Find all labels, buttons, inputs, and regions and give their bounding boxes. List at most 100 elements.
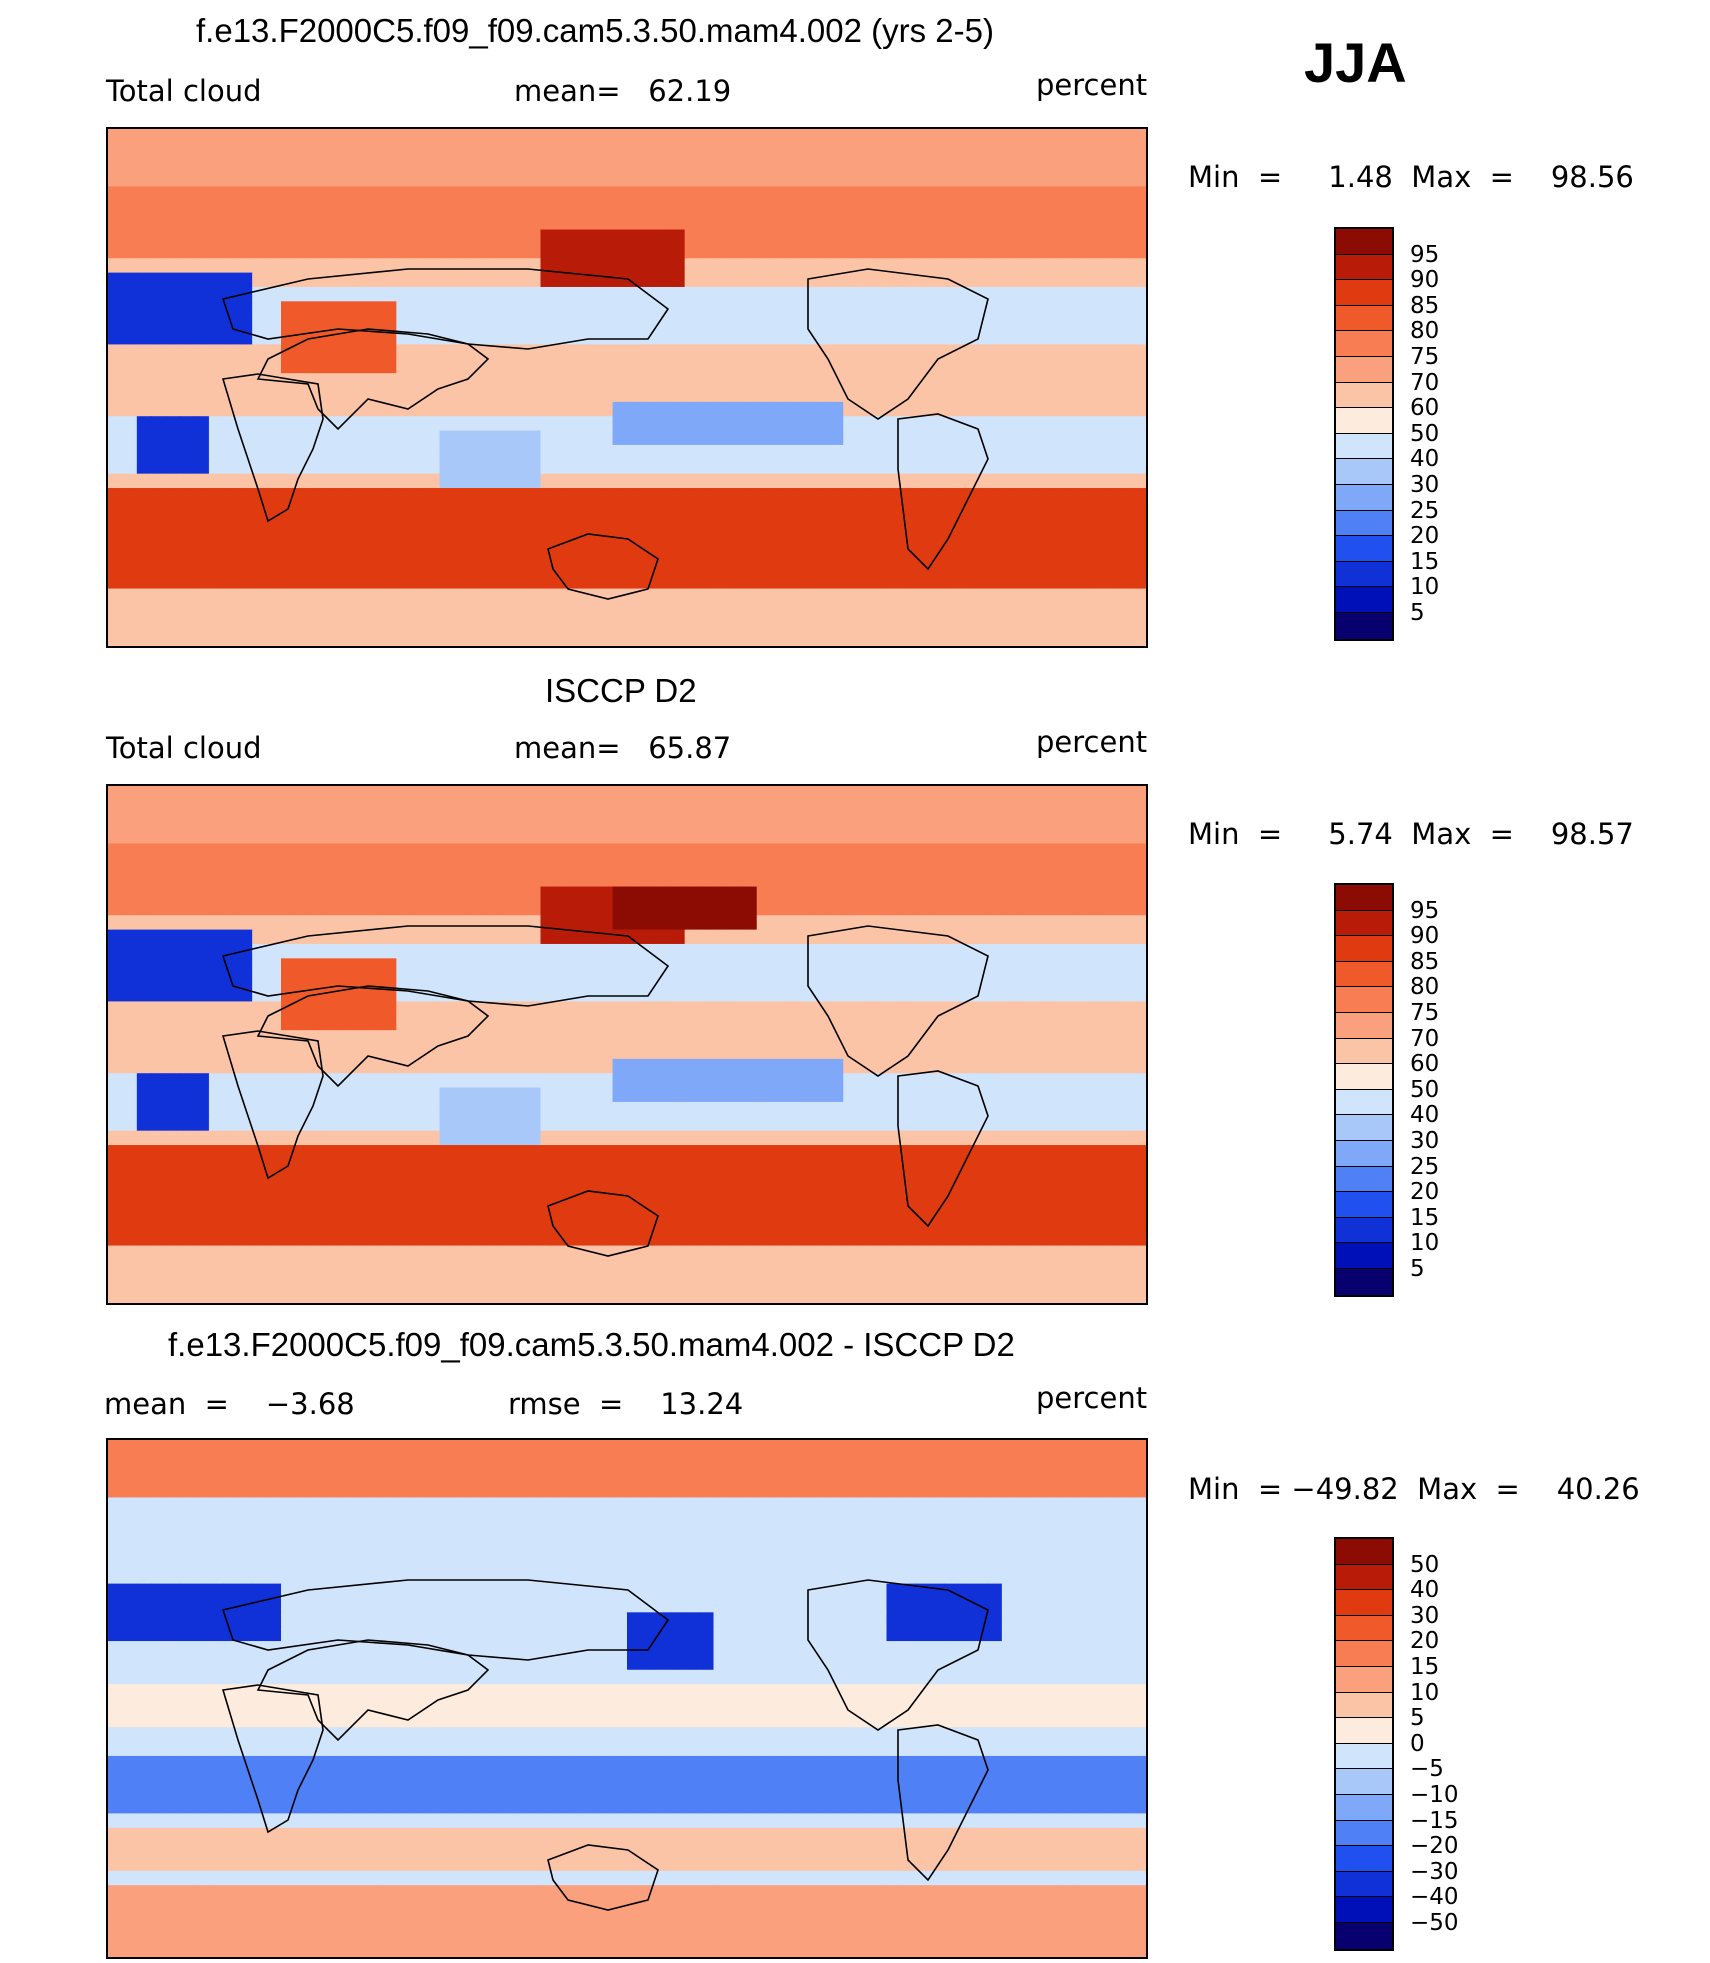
field-cell <box>439 516 455 532</box>
field-cell <box>929 459 945 475</box>
field-cell <box>338 157 354 173</box>
field-cell <box>684 272 700 288</box>
panel-1-variable-label: Total cloud <box>106 74 262 108</box>
field-cell <box>958 559 974 575</box>
field-cell <box>814 915 830 931</box>
field-cell <box>1117 516 1133 532</box>
field-cell <box>929 915 945 931</box>
field-cell <box>281 387 297 403</box>
field-cell <box>165 545 181 561</box>
field-cell <box>1088 872 1104 888</box>
field-cell <box>1073 129 1089 144</box>
field-cell <box>454 1202 470 1218</box>
field-cell <box>122 344 138 360</box>
field-cell <box>900 1073 916 1089</box>
field-cell <box>598 315 614 331</box>
field-cell <box>987 1145 1003 1160</box>
field-cell <box>497 786 513 801</box>
field-cell <box>194 617 210 633</box>
field-cell <box>843 1101 859 1117</box>
field-cell <box>468 958 484 974</box>
field-cell <box>180 1058 196 1074</box>
field-cell <box>180 286 196 302</box>
field-cell <box>886 387 902 403</box>
field-cell <box>540 243 556 259</box>
field-cell <box>598 929 614 945</box>
field-cell <box>136 631 152 646</box>
field-cell <box>727 958 743 974</box>
field-cell <box>223 243 239 259</box>
field-cell <box>598 444 614 460</box>
field-cell <box>1088 157 1104 173</box>
field-cell <box>1030 872 1046 888</box>
field-cell <box>727 1001 743 1017</box>
field-cell <box>281 1173 297 1189</box>
field-cell <box>655 1130 671 1146</box>
field-cell <box>439 545 455 561</box>
field-cell <box>929 401 945 417</box>
field-cell <box>511 444 527 460</box>
field-cell <box>208 1058 224 1074</box>
field-cell <box>655 1173 671 1189</box>
field-cell <box>122 301 138 317</box>
field-cell <box>958 373 974 389</box>
field-cell <box>223 1015 239 1031</box>
field-cell <box>973 857 989 873</box>
field-cell <box>165 814 181 830</box>
field-cell <box>900 473 916 489</box>
field-cell <box>180 401 196 417</box>
field-cell <box>237 1130 253 1146</box>
field-cell <box>425 1044 441 1060</box>
field-cell <box>569 1130 585 1146</box>
field-cell <box>1117 200 1133 216</box>
field-cell <box>785 559 801 575</box>
field-cell <box>223 943 239 959</box>
field-cell <box>641 814 657 830</box>
field-cell <box>1059 800 1075 816</box>
field-cell <box>569 1030 585 1046</box>
field-cell <box>540 401 556 417</box>
field-cell <box>655 430 671 446</box>
field-cell <box>540 915 556 931</box>
field-cell <box>612 488 628 503</box>
field-cell <box>208 373 224 389</box>
field-cell <box>612 843 628 859</box>
field-cell <box>1117 172 1133 188</box>
field-cell <box>482 545 498 561</box>
field-cell <box>367 987 383 1003</box>
field-cell <box>641 200 657 216</box>
field-cell <box>468 344 484 360</box>
field-cell <box>381 929 397 945</box>
field-cell <box>396 444 412 460</box>
field-cell <box>454 943 470 959</box>
field-cell <box>699 574 715 590</box>
field-cell <box>266 814 282 830</box>
field-cell <box>396 1116 412 1132</box>
field-cell <box>814 843 830 859</box>
field-cell <box>108 286 124 302</box>
field-cell <box>439 1173 455 1189</box>
field-cell <box>165 358 181 374</box>
field-cell <box>756 243 772 259</box>
field-cell <box>1016 1173 1032 1189</box>
field-cell <box>324 387 340 403</box>
field-cell <box>598 987 614 1003</box>
field-cell <box>526 401 542 417</box>
field-cell <box>381 416 397 432</box>
field-cell <box>468 1130 484 1146</box>
field-cell <box>497 814 513 830</box>
field-cell <box>1045 143 1061 159</box>
field-cell <box>353 1073 369 1089</box>
field-cell <box>381 631 397 646</box>
field-cell <box>338 915 354 931</box>
field-cell <box>583 1159 599 1175</box>
field-cell <box>655 488 671 503</box>
field-cell <box>223 401 239 417</box>
field-cell <box>108 502 124 518</box>
field-cell <box>1016 958 1032 974</box>
field-cell <box>194 286 210 302</box>
field-cell <box>1117 373 1133 389</box>
field-cell <box>180 301 196 317</box>
field-cell <box>973 488 989 503</box>
field-cell <box>165 531 181 547</box>
